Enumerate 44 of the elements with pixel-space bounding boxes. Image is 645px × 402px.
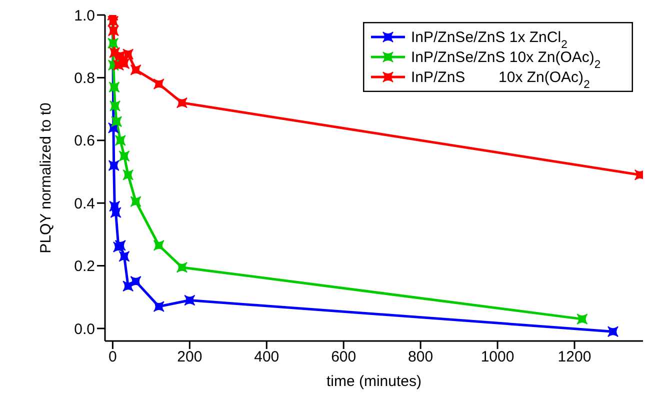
x-tick-label: 0 [108,348,117,366]
point [111,116,122,128]
x-axis-title: time (minutes) [326,373,422,390]
point [122,169,134,180]
point [122,48,134,60]
point [130,196,142,208]
y-axis-title: PLQY normalized to t0 [37,102,54,254]
legend-label: InP/ZnSe/ZnS 1x ZnCl$_{2}$ [411,29,568,51]
point [108,16,119,27]
x-tick-label: 800 [408,348,434,366]
y-tick-label: 1.0 [74,7,95,24]
point [108,38,119,49]
point [122,280,134,292]
point [110,206,122,218]
y-tick-label: 0.0 [74,320,95,338]
point [130,276,142,287]
point [607,326,618,338]
point [184,294,196,306]
y-tick-label: 0.2 [74,258,95,276]
point [114,134,126,146]
point [130,64,142,76]
x-tick-label: 1000 [480,348,514,366]
point [176,262,188,273]
point [153,240,164,251]
y-tick-label: 0.4 [74,195,95,212]
y-tick-label: 0.6 [74,132,95,150]
point [118,250,130,262]
point [110,100,121,112]
point [118,58,130,70]
x-tick-label: 200 [177,348,202,366]
point [118,150,130,162]
legend-label: InP/ZnS 10x Zn(OAc)$_{2}$ [411,69,590,91]
point [176,97,188,108]
point [153,301,164,312]
x-tick-label: 400 [254,348,280,366]
point [108,160,120,171]
point [576,314,588,325]
point [108,82,120,93]
point [108,25,119,36]
legend-label: InP/ZnSe/ZnS 10x Zn(OAc)$_{2}$ [411,49,601,71]
x-tick-label: 1200 [558,348,592,366]
x-tick-label: 600 [331,348,356,366]
point [153,78,164,90]
y-tick-label: 0.8 [74,70,95,88]
